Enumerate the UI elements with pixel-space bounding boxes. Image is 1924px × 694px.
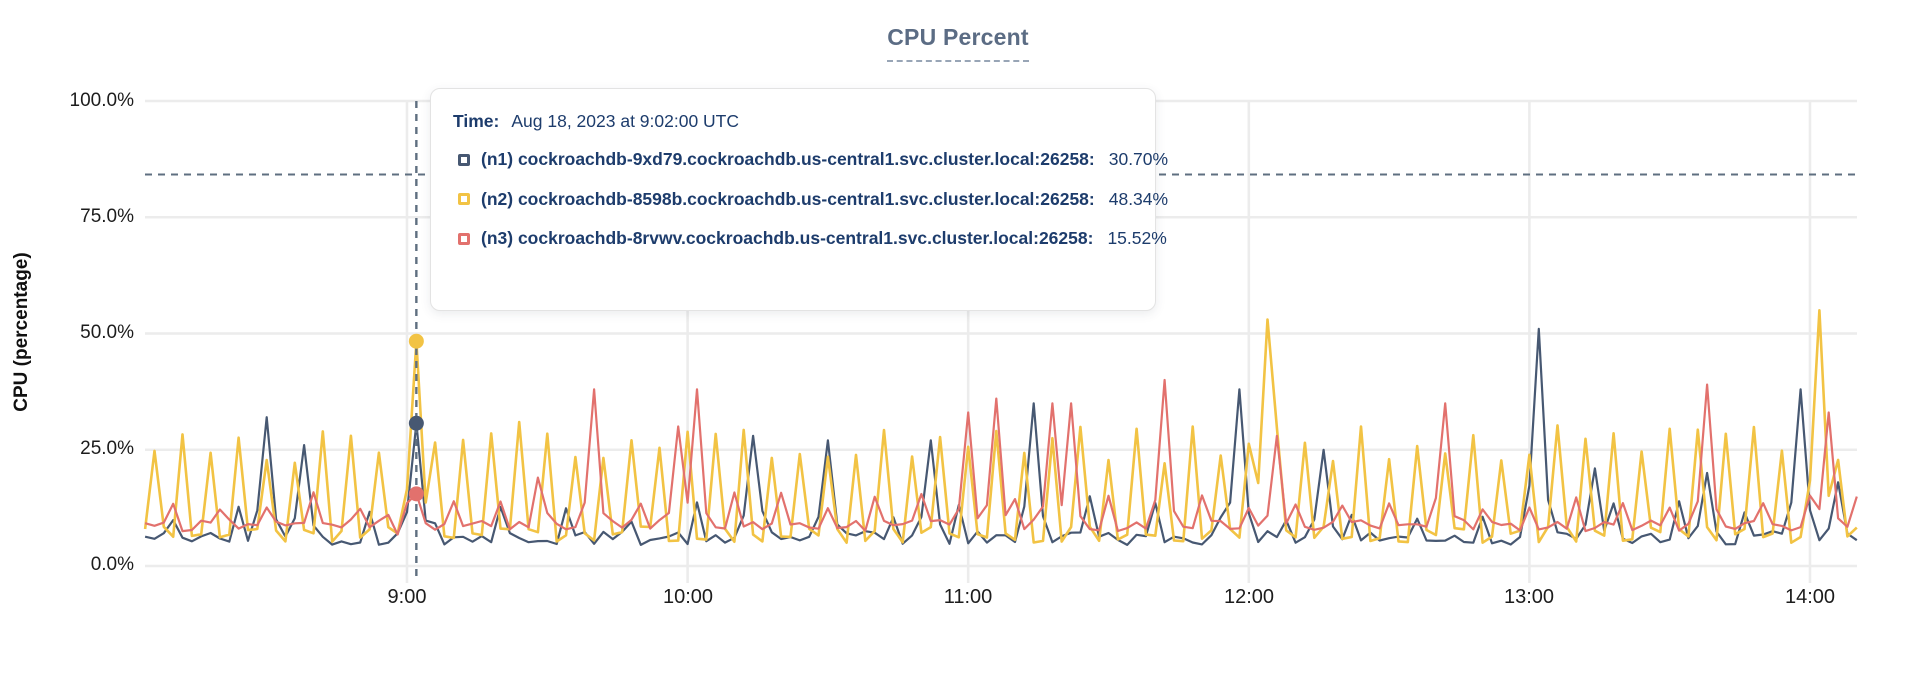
series-n1-value: 30.70% [1108,149,1169,170]
series-n2-swatch-icon [458,193,470,206]
chart-title[interactable]: CPU Percent [887,24,1029,62]
series-line-n3 [144,378,1858,536]
series-n3-label: (n3) cockroachdb-8rvwv.cockroachdb.us-ce… [481,228,1094,249]
y-tick-50: 50.0% [80,322,134,343]
y-tick-75: 75.0% [80,206,134,227]
tooltip-time-label: Time: [453,111,500,131]
series-n1-swatch-icon [458,153,470,166]
tooltip-time-value: Aug 18, 2023 at 9:02:00 UTC [511,111,740,131]
tooltip-time-row: Time: Aug 18, 2023 at 9:02:00 UTC [453,103,1135,140]
x-tick-13: 13:00 [1503,586,1555,608]
tooltip-series-row-n2: (n2) cockroachdb-8598b.cockroachdb.us-ce… [453,180,1168,220]
y-tick-100: 100.0% [69,90,134,111]
series-n3-value: 15.52% [1107,228,1167,249]
series-n1-label: (n1) cockroachdb-9xd79.cockroachdb.us-ce… [481,149,1095,170]
chart-title-wrap: CPU Percent [0,24,1916,62]
y-tick-0: 0.0% [90,554,134,575]
y-tick-25: 25.0% [80,438,134,459]
hover-tooltip: Time: Aug 18, 2023 at 9:02:00 UTC (n1) c… [430,88,1168,311]
x-tick-10: 10:00 [662,586,714,608]
hover-dot-n3[interactable] [408,486,424,502]
series-n2-value: 48.34% [1108,188,1169,209]
x-tick-14: 14:00 [1784,586,1836,608]
series-line-n2 [143,309,1858,544]
x-tick-11: 11:00 [943,586,993,608]
series-n3-swatch-icon [458,232,470,245]
x-tick-12: 12:00 [1223,586,1275,608]
tooltip-series-row-n1: (n1) cockroachdb-9xd79.cockroachdb.us-ce… [453,140,1168,180]
series-n2-label: (n2) cockroachdb-8598b.cockroachdb.us-ce… [481,188,1095,209]
hover-dot-n1[interactable] [408,415,424,431]
hover-dot-n2[interactable] [408,333,424,349]
x-tick-9: 9:00 [387,586,427,608]
tooltip-series-row-n3: (n3) cockroachdb-8rvwv.cockroachdb.us-ce… [453,219,1167,259]
